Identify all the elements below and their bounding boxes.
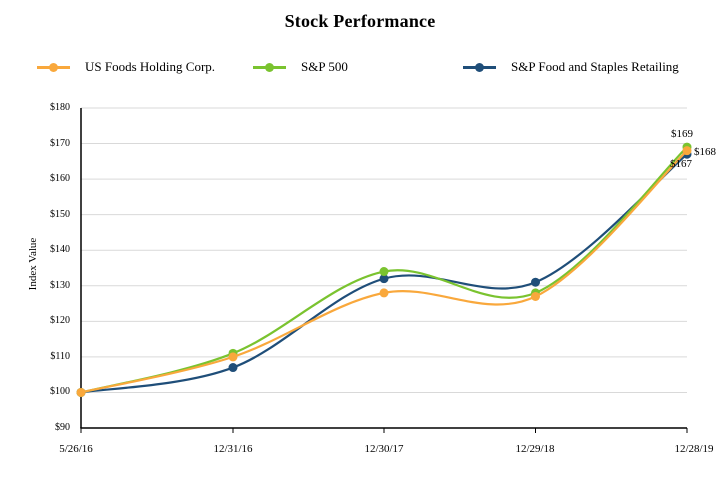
x-tick-label: 12/28/19 [674,443,714,455]
series-end-label-sp-food-staples: $167 [670,158,692,170]
series-marker [379,274,389,284]
legend: US Foods Holding Corp. S&P 500 S&P Food … [0,56,720,78]
y-tick-label: $130 [50,280,70,291]
y-tick-label: $150 [50,209,70,220]
legend-item-sp-food-staples: S&P Food and Staples Retailing [463,56,679,78]
x-tick-label: 12/31/16 [213,443,253,455]
series-end-label-sp500: $169 [671,128,693,140]
y-tick-label: $120 [50,315,70,326]
y-tick-label: $140 [50,244,70,255]
x-tick-label: 5/26/16 [59,443,93,455]
series-marker [531,291,540,301]
legend-line-marker-icon [253,62,286,72]
series-marker [682,146,692,156]
legend-item-us-foods: US Foods Holding Corp. [37,56,215,78]
series-line [80,149,688,394]
series-marker [228,363,238,373]
series-marker [76,387,86,397]
legend-label: US Foods Holding Corp. [85,59,216,74]
legend-item-sp500: S&P 500 [253,56,348,78]
y-tick-label: $180 [50,102,70,113]
legend-line-marker-icon [37,62,70,72]
y-tick-label: $90 [55,422,70,433]
chart-title: Stock Performance [284,11,436,31]
x-tick-label: 12/29/18 [515,443,555,455]
x-tick-label: 12/30/17 [364,443,404,455]
y-tick-label: $100 [50,386,70,397]
y-tick-label: $160 [50,173,70,184]
y-tick-label: $110 [50,351,70,362]
series-marker [531,277,540,287]
legend-label: S&P Food and Staples Retailing [511,59,679,74]
series-end-label-us-foods: $168 [694,146,716,158]
series-marker [379,288,389,298]
series-marker [228,352,238,362]
series-marker [379,267,389,277]
legend-label: S&P 500 [301,59,348,74]
legend-line-marker-icon [463,62,496,72]
y-tick-label: $170 [50,138,70,149]
